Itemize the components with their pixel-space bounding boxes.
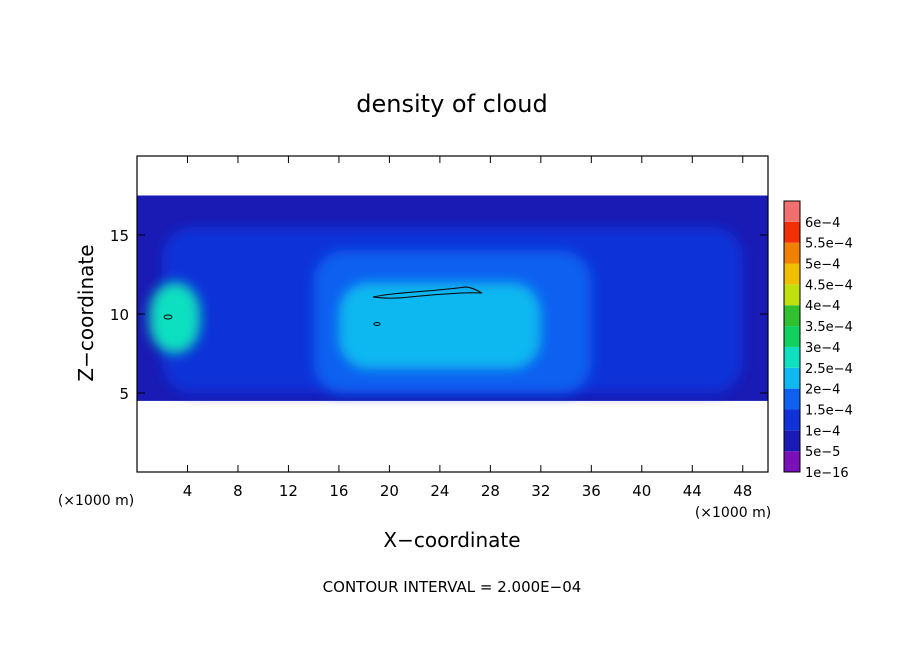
- colorbar-label: 4e−4: [805, 299, 840, 314]
- colorbar: 1e−16 5e−5 1e−4 1.5e−4 2e−4 2.5e−4 3e−4 3.5e−4 4…: [783, 200, 853, 481]
- y-tick-label: 5: [119, 385, 129, 403]
- colorbar-label: 5.5e−4: [805, 237, 853, 252]
- colorbar-swatch: [784, 451, 800, 472]
- colorbar-frame: [783, 200, 801, 473]
- colorbar-label: 5e−4: [805, 258, 840, 273]
- colorbar-label: 1.5e−4: [805, 403, 853, 418]
- contour-interval-note: CONTOUR INTERVAL = 2.000E−04: [323, 578, 582, 596]
- colorbar-label: 1e−4: [805, 424, 840, 439]
- colorbar-swatch: [784, 242, 800, 264]
- x-axis-label: X−coordinate: [383, 528, 520, 552]
- x-axis-ticks: 4 8 12 16 20 24 28 32 36 40 44 48: [183, 156, 752, 500]
- colorbar-swatch: [784, 263, 800, 285]
- density-region-level-4: [338, 282, 541, 370]
- x-tick-label: 48: [733, 482, 752, 500]
- y-axis-label: Z−coordinate: [74, 244, 98, 381]
- cloud-density-contours: [163, 286, 483, 326]
- colorbar-swatch: [784, 346, 800, 368]
- colorbar-swatch: [784, 305, 800, 327]
- x-unit-left: (×1000 m): [58, 493, 134, 509]
- small-contour-left: [163, 314, 173, 320]
- x-unit-right: (×1000 m): [695, 505, 771, 521]
- colorbar-swatch: [784, 326, 800, 347]
- x-tick-label: 8: [233, 482, 243, 500]
- x-tick-label: 24: [430, 482, 449, 500]
- y-tick-label: 10: [110, 306, 129, 324]
- x-tick-label: 40: [632, 482, 651, 500]
- colorbar-label: 5e−5: [805, 445, 840, 460]
- colorbar-swatch: [784, 388, 800, 410]
- colorbar-label: 2e−4: [805, 383, 840, 398]
- x-tick-label: 20: [380, 482, 399, 500]
- cloud-density-field: [137, 195, 768, 401]
- plot-area: [137, 156, 768, 472]
- colorbar-label: 4.5e−4: [805, 278, 853, 293]
- x-tick-label: 32: [531, 482, 550, 500]
- max-density-contour: [372, 286, 483, 299]
- colorbar-swatch: [784, 367, 800, 389]
- colorbar-swatch: [784, 284, 800, 306]
- x-tick-label: 44: [683, 482, 702, 500]
- x-tick-label: 16: [329, 482, 348, 500]
- colorbar-label: 1e−16: [805, 466, 849, 481]
- chart-title: density of cloud: [356, 90, 547, 118]
- colorbar-swatch: [784, 430, 800, 452]
- colorbar-label: 3.5e−4: [805, 320, 853, 335]
- x-tick-label: 4: [183, 482, 193, 500]
- colorbar-swatch: [784, 409, 800, 431]
- colorbar-label: 2.5e−4: [805, 362, 853, 377]
- colorbar-swatch: [784, 221, 800, 243]
- colorbar-swatch: [784, 201, 800, 222]
- x-tick-label: 36: [582, 482, 601, 500]
- small-contour-mid: [373, 322, 381, 326]
- x-tick-label: 12: [279, 482, 298, 500]
- y-tick-label: 15: [110, 227, 129, 245]
- colorbar-label: 3e−4: [805, 341, 840, 356]
- density-region-level-5: [149, 282, 201, 354]
- x-tick-label: 28: [481, 482, 500, 500]
- colorbar-label: 6e−4: [805, 216, 840, 231]
- y-axis-ticks: 5 10 15: [110, 227, 768, 403]
